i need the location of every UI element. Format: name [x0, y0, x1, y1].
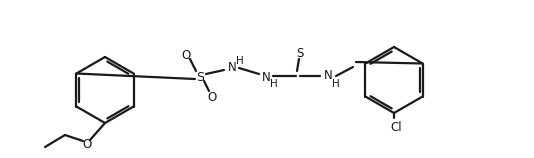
Text: N: N — [227, 61, 237, 74]
Text: Cl: Cl — [390, 121, 402, 134]
Text: H: H — [332, 79, 340, 89]
Text: S: S — [196, 71, 204, 84]
Text: N: N — [262, 71, 270, 84]
Text: H: H — [236, 56, 244, 66]
Text: O: O — [207, 91, 217, 104]
Text: N: N — [324, 69, 332, 82]
Text: O: O — [182, 49, 191, 62]
Text: O: O — [82, 138, 92, 151]
Text: H: H — [270, 79, 278, 89]
Text: S: S — [296, 47, 304, 60]
